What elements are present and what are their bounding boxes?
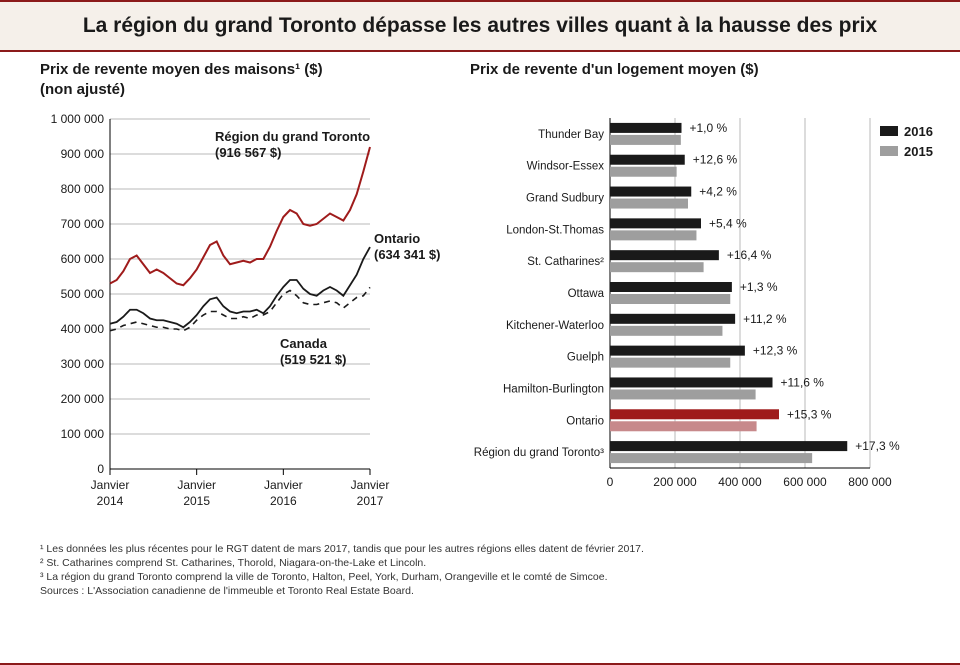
footnote-3: ³ La région du grand Toronto comprend la… [40,570,920,584]
svg-text:400 000: 400 000 [61,322,105,336]
svg-text:2017: 2017 [357,494,384,508]
svg-text:Région du grand Toronto: Région du grand Toronto [215,129,370,144]
svg-text:(519 521 $): (519 521 $) [280,352,347,367]
svg-text:2015: 2015 [904,144,933,159]
infographic-frame: La région du grand Toronto dépasse les a… [0,0,960,665]
svg-text:Ontario: Ontario [566,416,604,428]
svg-text:Région du grand Toronto³: Région du grand Toronto³ [474,447,604,459]
svg-text:Janvier: Janvier [91,478,130,492]
footnote-2: ² St. Catharines comprend St. Catharines… [40,556,920,570]
svg-text:(916 567 $): (916 567 $) [215,145,282,160]
svg-text:2015: 2015 [183,494,210,508]
svg-text:+17,3 %: +17,3 % [855,439,900,453]
svg-text:2016: 2016 [904,124,933,139]
svg-text:+4,2 %: +4,2 % [699,185,737,199]
svg-text:Thunder Bay: Thunder Bay [538,129,604,141]
svg-text:200 000: 200 000 [61,392,105,406]
svg-text:100 000: 100 000 [61,427,105,441]
svg-text:Janvier: Janvier [264,478,303,492]
bar-chart-title: Prix de revente d'un logement moyen ($) [470,60,940,80]
footnotes: ¹ Les données les plus récentes pour le … [0,534,960,609]
svg-text:200 000: 200 000 [653,475,697,489]
svg-text:+11,6 %: +11,6 % [781,376,825,390]
svg-text:Grand Sudbury: Grand Sudbury [526,193,604,205]
line-chart-title: Prix de revente moyen des maisons¹ ($) (… [40,60,460,101]
svg-text:400 000: 400 000 [718,475,762,489]
main-title: La région du grand Toronto dépasse les a… [20,14,940,38]
svg-text:Guelph: Guelph [567,352,604,364]
svg-text:2016: 2016 [270,494,297,508]
svg-text:700 000: 700 000 [61,217,105,231]
svg-text:St. Catharines²: St. Catharines² [527,256,604,268]
svg-text:+1,3 %: +1,3 % [740,280,778,294]
footnote-1: ¹ Les données les plus récentes pour le … [40,542,920,556]
svg-text:Janvier: Janvier [351,478,390,492]
svg-text:900 000: 900 000 [61,147,105,161]
svg-text:Canada: Canada [280,336,328,351]
line-chart-svg: 0 100 000 200 000 300 000 400 000 500 000 600 … [40,109,460,529]
svg-text:300 000: 300 000 [61,357,105,371]
svg-text:600 000: 600 000 [61,252,105,266]
svg-text:London-St.Thomas: London-St.Thomas [506,225,604,237]
svg-text:+1,0 %: +1,0 % [690,121,728,135]
svg-text:+16,4 %: +16,4 % [727,248,772,262]
svg-text:+11,2 %: +11,2 % [743,312,787,326]
svg-text:+12,6 %: +12,6 % [693,153,738,167]
line-title-l1: Prix de revente moyen des maisons¹ ($) [40,61,323,78]
charts-row: Prix de revente moyen des maisons¹ ($) (… [0,52,960,534]
bar-chart-col: Prix de revente d'un logement moyen ($) … [470,60,940,534]
svg-text:Ottawa: Ottawa [568,288,605,300]
svg-text:+12,3 %: +12,3 % [753,344,798,358]
svg-text:0: 0 [97,462,104,476]
svg-text:+5,4 %: +5,4 % [709,217,747,231]
title-band: La région du grand Toronto dépasse les a… [0,2,960,52]
svg-text:Ontario: Ontario [374,231,420,246]
svg-text:500 000: 500 000 [61,287,105,301]
svg-text:1 000 000: 1 000 000 [51,112,105,126]
svg-text:800 000: 800 000 [61,182,105,196]
svg-text:(634 341 $): (634 341 $) [374,247,441,262]
svg-text:800 000: 800 000 [848,475,892,489]
svg-text:Janvier: Janvier [177,478,216,492]
svg-text:Kitchener-Waterloo: Kitchener-Waterloo [506,320,604,332]
footnote-sources: Sources : L'Association canadienne de l'… [40,584,920,598]
svg-text:Hamilton-Burlington: Hamilton-Burlington [503,384,604,396]
svg-text:Windsor-Essex: Windsor-Essex [527,161,605,173]
svg-text:600 000: 600 000 [783,475,827,489]
svg-text:+15,3 %: +15,3 % [787,408,832,422]
line-chart-col: Prix de revente moyen des maisons¹ ($) (… [40,60,460,534]
line-title-l2: (non ajusté) [40,81,125,98]
bar-chart-svg: 0 200 000 400 000 600 000 800 000 Thunder Bay… [470,88,940,508]
svg-text:0: 0 [607,475,614,489]
svg-text:2014: 2014 [97,494,124,508]
